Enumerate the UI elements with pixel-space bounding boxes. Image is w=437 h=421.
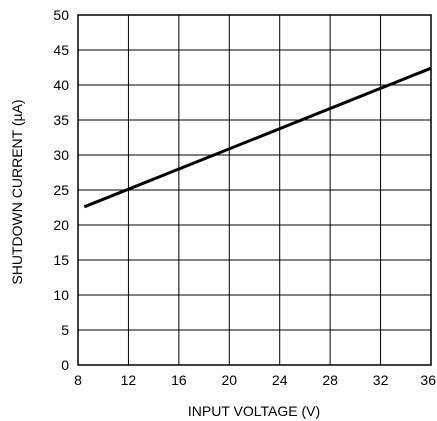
y-axis-title: SHUTDOWN CURRENT (µA) [9,99,25,284]
y-tick-label: 0 [61,357,69,373]
y-tick-label: 10 [53,287,69,303]
x-axis-title: INPUT VOLTAGE (V) [188,403,320,419]
series-layer [83,66,432,209]
y-tick-labels: 0 5 10 15 20 25 30 35 40 45 50 [53,7,69,373]
x-tick-label: 20 [221,372,237,388]
x-tick-label: 36 [420,372,436,388]
y-tick-label: 40 [53,77,69,93]
x-tick-label: 16 [171,372,187,388]
x-tick-label: 8 [74,372,82,388]
y-tick-label: 35 [53,112,69,128]
y-tick-label: 5 [61,322,69,338]
x-tick-labels: 8 12 16 20 24 28 32 36 [74,372,436,388]
y-tick-label: 30 [53,147,69,163]
y-tick-label: 45 [53,42,69,58]
y-tick-label: 50 [53,7,69,23]
x-tick-label: 12 [121,372,137,388]
x-tick-label: 28 [322,372,338,388]
plot-frame [77,14,432,366]
y-tick-label: 25 [53,182,69,198]
y-tick-label: 20 [53,217,69,233]
y-tick-label: 15 [53,252,69,268]
x-tick-label: 32 [373,372,389,388]
grid [78,15,431,365]
series-line [83,66,432,209]
x-tick-label: 24 [272,372,288,388]
